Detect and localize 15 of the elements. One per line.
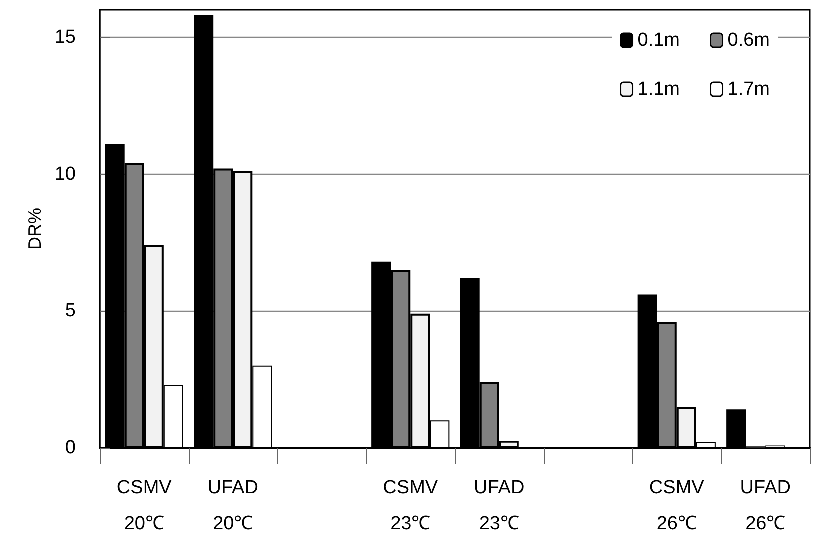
x-tick-label: CSMV 20℃ [116, 478, 172, 534]
y-tick-label: 15 [54, 26, 76, 48]
x-tick-label: CSMV 26℃ [649, 478, 705, 534]
x-tick-label: UFAD 20℃ [208, 478, 258, 534]
y-tick-label: 5 [65, 300, 76, 322]
legend-label: 0.1m [638, 30, 680, 51]
y-tick-label: 10 [54, 164, 76, 185]
legend-label: 1.1m [638, 79, 680, 100]
y-axis-title: DR% [24, 208, 45, 250]
legend-label: 1.7m [728, 79, 770, 100]
y-tick-label: 0 [65, 438, 76, 458]
legend-label: 0.6m [728, 30, 770, 51]
x-tick-label: CSMV 23℃ [383, 478, 438, 534]
x-tick-label: UFAD 23℃ [474, 478, 525, 534]
x-tick-label: UFAD 26℃ [740, 478, 791, 534]
